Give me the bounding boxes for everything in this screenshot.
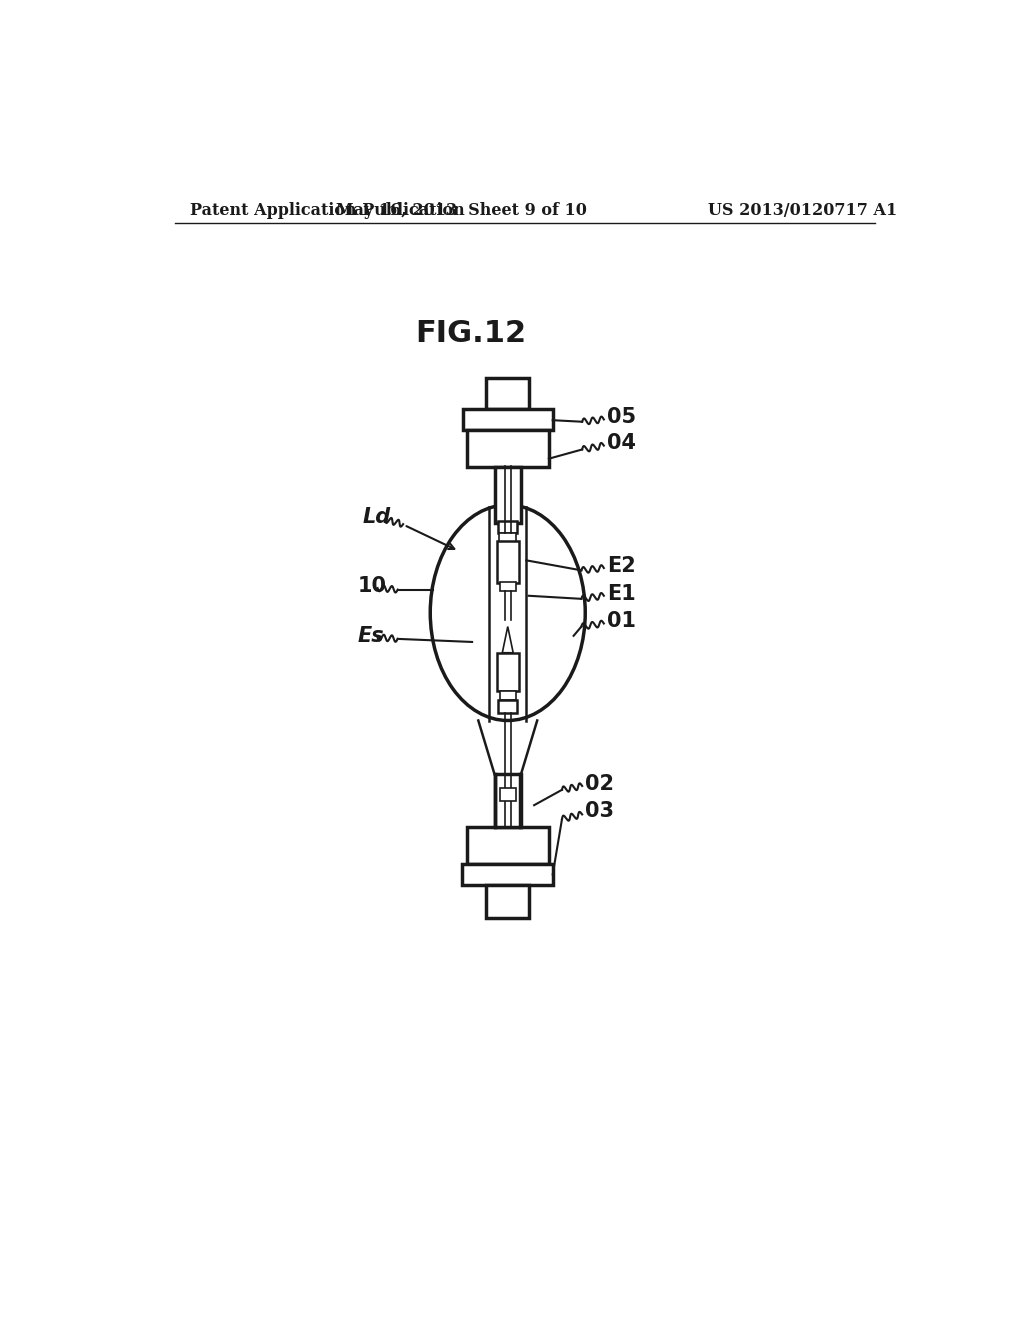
Text: 01: 01 [607,611,636,631]
Bar [497,541,518,583]
Text: FIG.12: FIG.12 [415,319,526,348]
Bar [463,409,553,430]
Text: US 2013/0120717 A1: US 2013/0120717 A1 [708,202,897,219]
Text: Ld: Ld [362,507,391,527]
Polygon shape [503,627,513,653]
Bar [500,788,515,800]
Text: 02: 02 [586,774,614,793]
Text: May 16, 2013  Sheet 9 of 10: May 16, 2013 Sheet 9 of 10 [336,202,587,219]
Bar [500,582,515,591]
Bar [467,826,549,863]
Bar [497,653,518,692]
Bar [462,863,554,886]
Text: 04: 04 [607,433,636,453]
Text: Es: Es [357,626,384,645]
Bar [467,430,549,467]
Text: 05: 05 [607,407,636,428]
Text: 03: 03 [586,801,614,821]
Text: Patent Application Publication: Patent Application Publication [190,202,465,219]
Ellipse shape [430,506,586,721]
Bar [499,521,517,533]
Bar [500,533,516,543]
Bar [495,467,520,523]
Bar [499,701,517,713]
Text: E1: E1 [607,585,636,605]
Bar [500,692,515,701]
Bar [486,378,529,409]
Text: 10: 10 [357,576,386,595]
Bar [486,886,529,917]
Bar [495,775,521,826]
Text: E2: E2 [607,557,636,577]
